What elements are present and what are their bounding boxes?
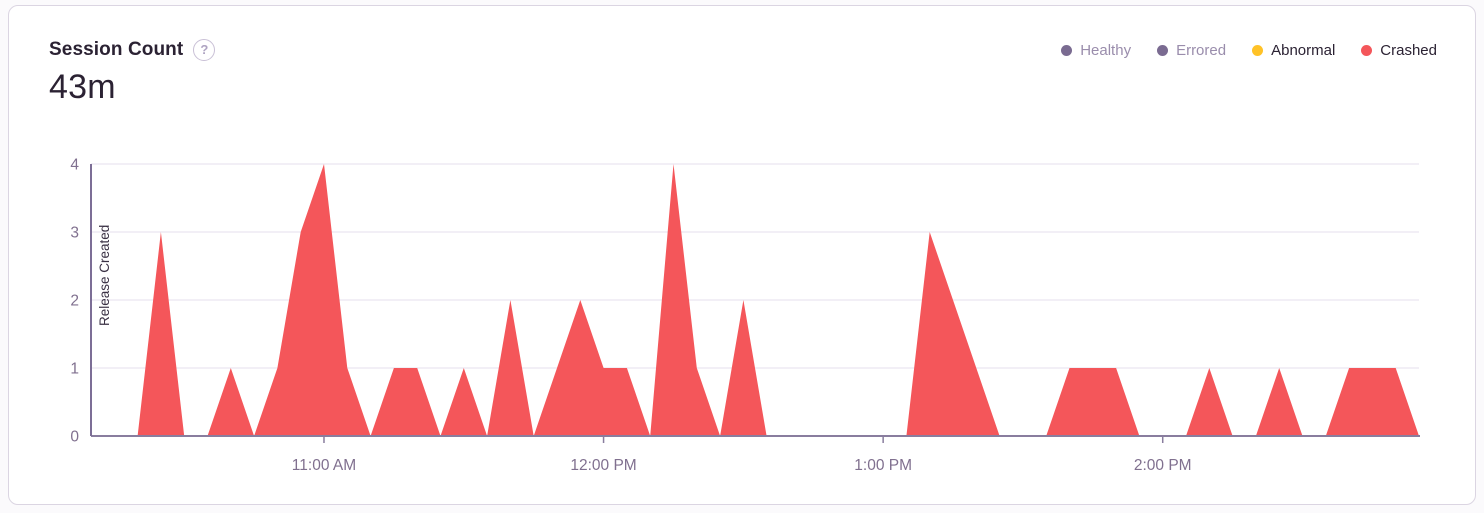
session-total-value: 43m — [49, 68, 116, 106]
x-axis-label: 2:00 PM — [1134, 457, 1192, 474]
y-axis-label: 3 — [70, 225, 79, 242]
y-axis-label: 0 — [70, 429, 79, 446]
session-count-card: Session Count ? Healthy Errored Abnormal… — [8, 5, 1476, 505]
legend-dot-icon — [1157, 45, 1169, 56]
legend-label: Abnormal — [1271, 42, 1336, 59]
chart-legend: Healthy Errored Abnormal Crashed — [1061, 42, 1437, 59]
title-row: Session Count ? — [49, 39, 216, 61]
release-created-label: Release Created — [97, 224, 112, 326]
legend-label: Errored — [1176, 42, 1227, 59]
legend-item-abnormal[interactable]: Abnormal — [1252, 42, 1335, 59]
legend-item-errored[interactable]: Errored — [1157, 42, 1226, 59]
legend-dot-icon — [1361, 45, 1373, 56]
x-axis-label: 11:00 AM — [292, 457, 356, 474]
legend-dot-icon — [1061, 45, 1073, 56]
legend-label: Healthy — [1080, 42, 1132, 59]
help-icon[interactable]: ? — [193, 39, 216, 61]
y-axis-label: 1 — [70, 361, 79, 378]
legend-item-healthy[interactable]: Healthy — [1061, 42, 1131, 59]
card-header: Session Count ? Healthy Errored Abnormal… — [49, 39, 1437, 61]
x-axis-label: 1:00 PM — [854, 457, 912, 474]
legend-dot-icon — [1252, 45, 1264, 56]
chart-title: Session Count — [49, 39, 184, 60]
legend-item-crashed[interactable]: Crashed — [1361, 42, 1437, 59]
session-count-chart: 11:00 AM 12:00 PM 1:00 PM 2:00 PM 0 1 2 3 4 — [70, 157, 1420, 474]
legend-label: Crashed — [1380, 42, 1437, 59]
crashed-area-series — [91, 164, 1419, 436]
y-axis-label: 4 — [70, 157, 79, 174]
x-axis-label: 12:00 PM — [570, 457, 636, 474]
y-axis-label: 2 — [70, 293, 79, 310]
